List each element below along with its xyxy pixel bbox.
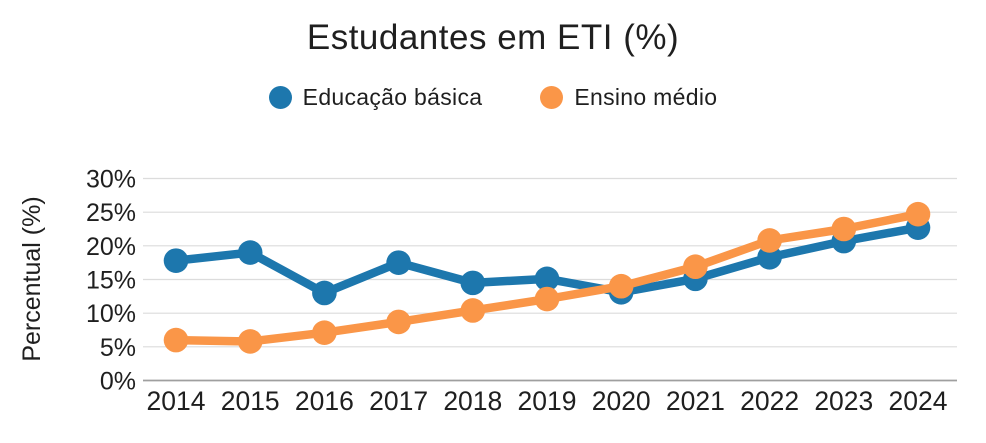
data-point-educacao-basica-2022 (757, 244, 782, 270)
data-point-ensino-medio-2022 (757, 228, 782, 253)
data-point-ensino-medio-2019 (534, 286, 560, 312)
y-axis-title: Percentual (%) (18, 196, 46, 361)
x-tick-label-2022: 2022 (740, 386, 799, 416)
data-point-ensino-medio-2014 (163, 327, 189, 353)
legend-marker-ensino-medio-icon (540, 86, 564, 109)
x-tick-label-2023: 2023 (814, 386, 873, 416)
y-tick-label-0: 0% (100, 368, 136, 396)
legend: Educação básica Ensino médio (0, 84, 986, 111)
x-tick-label-2020: 2020 (592, 386, 651, 416)
x-tick-label-2024: 2024 (889, 386, 948, 416)
y-tick-label-20: 20% (86, 233, 136, 261)
legend-item-educacao-basica: Educação básica (268, 84, 483, 111)
plot-area: 0% 5% 10% 15% 20% 25% 30% Percentual (%) 2014 201… (18, 166, 957, 416)
legend-item-ensino-medio: Ensino médio (540, 84, 717, 111)
data-point-ensino-medio-2021 (683, 254, 708, 280)
data-point-educacao-basica-2016 (312, 280, 337, 306)
chart-title: Estudantes em ETI (%) (306, 18, 680, 57)
data-point-ensino-medio-2018 (460, 298, 486, 323)
data-point-educacao-basica-2019 (534, 266, 560, 292)
data-point-ensino-medio-2016 (312, 320, 337, 345)
data-point-ensino-medio-2024 (905, 201, 931, 227)
y-tick-label-30: 30% (86, 166, 136, 194)
y-tick-label-15: 15% (86, 267, 136, 295)
legend-marker-educacao-basica-icon (268, 86, 292, 109)
x-tick-label-2014: 2014 (147, 386, 206, 416)
legend-label-ensino-medio: Ensino médio (574, 84, 718, 110)
x-tick-label-2017: 2017 (369, 386, 428, 416)
data-point-educacao-basica-2017 (386, 250, 411, 275)
x-tick-label-2016: 2016 (295, 386, 354, 416)
legend-label-educacao-basica: Educação básica (302, 84, 483, 110)
data-point-ensino-medio-2020 (608, 273, 634, 299)
x-tick-label-2018: 2018 (443, 386, 502, 416)
x-tick-label-2021: 2021 (666, 386, 725, 416)
x-tick-label-2019: 2019 (518, 386, 577, 416)
y-tick-label-5: 5% (100, 334, 136, 362)
data-point-educacao-basica-2015 (237, 240, 263, 265)
data-point-educacao-basica-2018 (460, 270, 486, 296)
y-tick-label-25: 25% (86, 199, 136, 227)
x-tick-label-2015: 2015 (221, 386, 280, 416)
data-point-educacao-basica-2014 (163, 248, 189, 273)
data-point-ensino-medio-2015 (237, 329, 263, 354)
chart-figure: Estudantes em ETI (%) Educação básica En… (0, 18, 986, 443)
data-point-ensino-medio-2017 (386, 309, 411, 335)
data-point-ensino-medio-2023 (831, 216, 857, 242)
y-tick-label-10: 10% (86, 300, 136, 328)
